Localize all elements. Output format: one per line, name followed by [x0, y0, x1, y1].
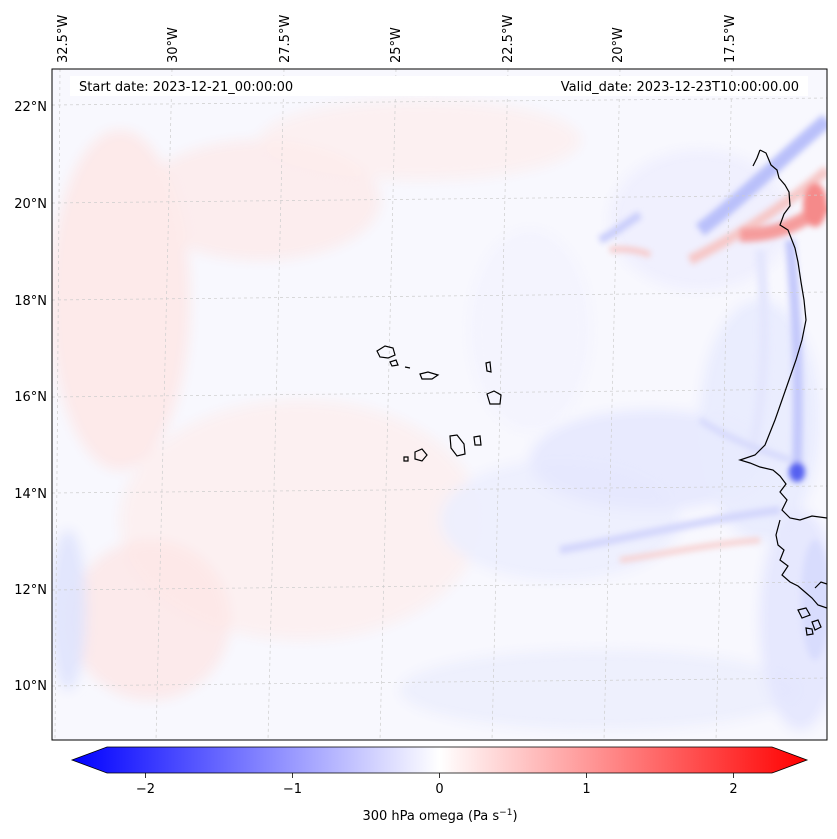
- lon-label-17-5w: 17.5°W: [723, 15, 738, 63]
- lon-label-20w: 20°W: [611, 27, 626, 63]
- lon-label-30w: 30°W: [166, 27, 181, 63]
- colorbar-tick-label: 0: [435, 782, 443, 797]
- west-africa-coastline: [738, 149, 827, 636]
- lat-label-22n: 22°N: [14, 100, 47, 115]
- lat-label-14n: 14°N: [14, 487, 47, 502]
- omega-field: [52, 69, 827, 740]
- colorbar-label: 300 hPa omega (Pa s−1): [362, 808, 517, 824]
- lat-label-18n: 18°N: [14, 294, 47, 309]
- lat-label-12n: 12°N: [14, 583, 47, 598]
- latitude-labels: 22°N 20°N 18°N 16°N 14°N 12°N 10°N: [14, 100, 47, 694]
- colorbar: −2 −1 0 1 2 300 hPa omega (Pa s−1): [70, 746, 809, 824]
- gridlines: [52, 69, 827, 740]
- map-frame: [51, 68, 828, 741]
- colorbar-tick-label: −2: [136, 782, 155, 797]
- colorbar-tick-label: −1: [283, 782, 302, 797]
- longitude-labels: 32.5°W 30°W 27.5°W 25°W 22.5°W 20°W 17.5…: [56, 15, 738, 63]
- lon-label-25w: 25°W: [389, 27, 404, 63]
- lat-label-20n: 20°N: [14, 197, 47, 212]
- field-patches: [52, 100, 827, 730]
- colorbar-tick-label: 1: [582, 782, 590, 797]
- header-box: [70, 76, 808, 96]
- lat-label-16n: 16°N: [14, 390, 47, 405]
- colorbar-ticks: −2 −1 0 1 2: [136, 773, 738, 797]
- lat-label-10n: 10°N: [14, 679, 47, 694]
- valid-date-label: Valid_date: 2023-12-23T10:00:00.00: [561, 80, 799, 95]
- lon-label-22-5w: 22.5°W: [501, 15, 516, 63]
- start-date-label: Start date: 2023-12-21_00:00:00: [79, 80, 293, 95]
- field-bands: [559, 114, 827, 660]
- colorbar-outline: [70, 746, 809, 774]
- colorbar-tick-label: 2: [729, 782, 737, 797]
- lon-label-32-5w: 32.5°W: [56, 15, 71, 63]
- colorbar-ramp: [72, 747, 807, 773]
- lon-label-27-5w: 27.5°W: [278, 15, 293, 63]
- cape-verde-islands: [376, 345, 502, 462]
